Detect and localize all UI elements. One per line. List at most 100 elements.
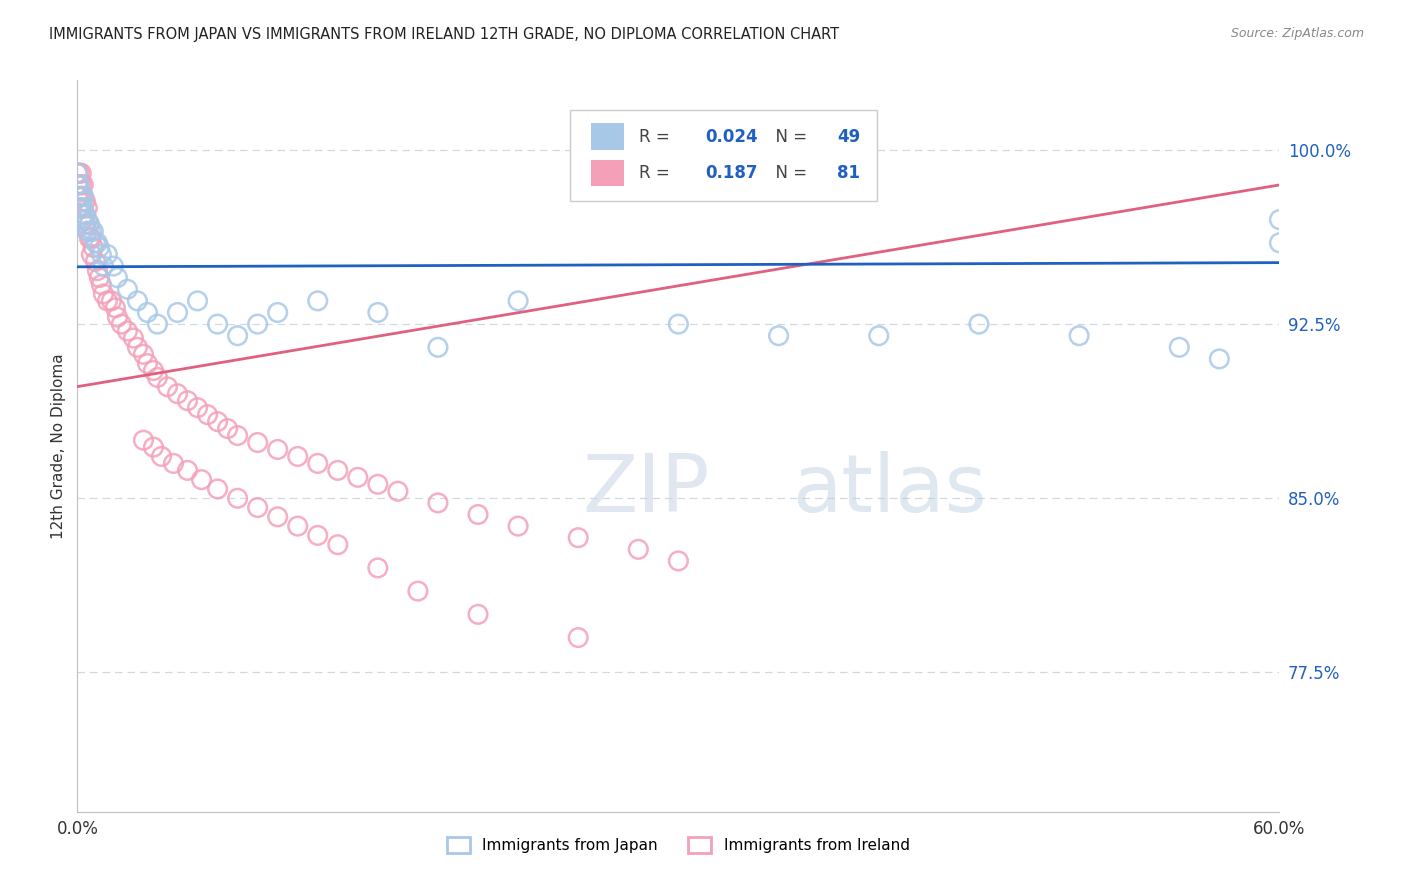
Point	[67, 189, 90, 203]
Point	[66, 201, 89, 215]
Point	[70, 189, 93, 203]
Point	[226, 328, 249, 343]
Point	[668, 317, 690, 331]
Point	[70, 166, 93, 180]
Point	[190, 473, 212, 487]
Point	[110, 317, 132, 331]
Point	[75, 217, 97, 231]
Point	[467, 508, 489, 522]
Point	[207, 317, 229, 331]
Point	[75, 194, 97, 208]
Text: R =: R =	[638, 164, 675, 182]
Point	[104, 301, 127, 315]
Point	[326, 463, 349, 477]
Point	[117, 282, 139, 296]
Point	[406, 584, 429, 599]
Point	[86, 235, 108, 250]
Point	[307, 293, 329, 308]
Point	[166, 305, 188, 319]
Point	[146, 370, 169, 384]
Text: IMMIGRANTS FROM JAPAN VS IMMIGRANTS FROM IRELAND 12TH GRADE, NO DIPLOMA CORRELAT: IMMIGRANTS FROM JAPAN VS IMMIGRANTS FROM…	[49, 27, 839, 42]
Text: ZIP: ZIP	[582, 450, 710, 529]
Point	[367, 305, 389, 319]
Point	[307, 457, 329, 471]
Point	[347, 470, 370, 484]
Point	[66, 178, 89, 192]
Point	[127, 293, 149, 308]
Point	[307, 528, 329, 542]
Point	[107, 270, 129, 285]
Point	[75, 208, 97, 222]
Point	[1069, 328, 1091, 343]
Point	[72, 178, 94, 192]
Point	[176, 393, 198, 408]
Point	[967, 317, 990, 331]
Point	[75, 217, 97, 231]
FancyBboxPatch shape	[571, 110, 877, 201]
Point	[387, 484, 409, 499]
Point	[79, 217, 101, 231]
Point	[76, 224, 98, 238]
Point	[67, 201, 90, 215]
Point	[72, 212, 94, 227]
Point	[76, 201, 98, 215]
Point	[67, 166, 90, 180]
Point	[132, 347, 155, 361]
Point	[326, 538, 349, 552]
Text: Source: ZipAtlas.com: Source: ZipAtlas.com	[1230, 27, 1364, 40]
Point	[80, 224, 103, 238]
Point	[367, 477, 389, 491]
Point	[70, 212, 93, 227]
Point	[66, 166, 89, 180]
Point	[67, 178, 90, 192]
Text: 0.024: 0.024	[704, 128, 758, 145]
Point	[186, 293, 209, 308]
Point	[122, 331, 145, 345]
Y-axis label: 12th Grade, No Diploma: 12th Grade, No Diploma	[51, 353, 66, 539]
Point	[76, 212, 98, 227]
Point	[136, 305, 159, 319]
Point	[100, 293, 122, 308]
Point	[150, 450, 173, 464]
Point	[80, 247, 103, 261]
Point	[96, 293, 118, 308]
Point	[1268, 212, 1291, 227]
Point	[267, 305, 290, 319]
Point	[82, 224, 104, 238]
Text: N =: N =	[765, 164, 813, 182]
Point	[186, 401, 209, 415]
Point	[107, 310, 129, 325]
Point	[246, 435, 269, 450]
Point	[72, 189, 94, 203]
Point	[467, 607, 489, 622]
Point	[1268, 235, 1291, 250]
FancyBboxPatch shape	[591, 160, 624, 186]
Point	[70, 189, 93, 203]
Point	[72, 201, 94, 215]
Point	[267, 509, 290, 524]
Point	[86, 263, 108, 277]
Point	[246, 317, 269, 331]
Point	[217, 421, 239, 435]
Point	[1168, 340, 1191, 354]
Point	[367, 561, 389, 575]
Text: 0.187: 0.187	[704, 164, 758, 182]
Point	[67, 201, 90, 215]
Point	[1208, 351, 1230, 366]
Point	[89, 240, 111, 254]
Text: 81: 81	[837, 164, 860, 182]
Point	[567, 631, 589, 645]
Text: atlas: atlas	[793, 450, 987, 529]
Point	[156, 380, 179, 394]
Point	[136, 357, 159, 371]
Point	[132, 433, 155, 447]
Point	[70, 178, 93, 192]
Point	[287, 450, 309, 464]
Point	[72, 189, 94, 203]
Point	[80, 231, 103, 245]
Point	[89, 270, 111, 285]
Point	[82, 240, 104, 254]
Point	[93, 259, 115, 273]
Point	[67, 178, 90, 192]
Point	[226, 491, 249, 506]
